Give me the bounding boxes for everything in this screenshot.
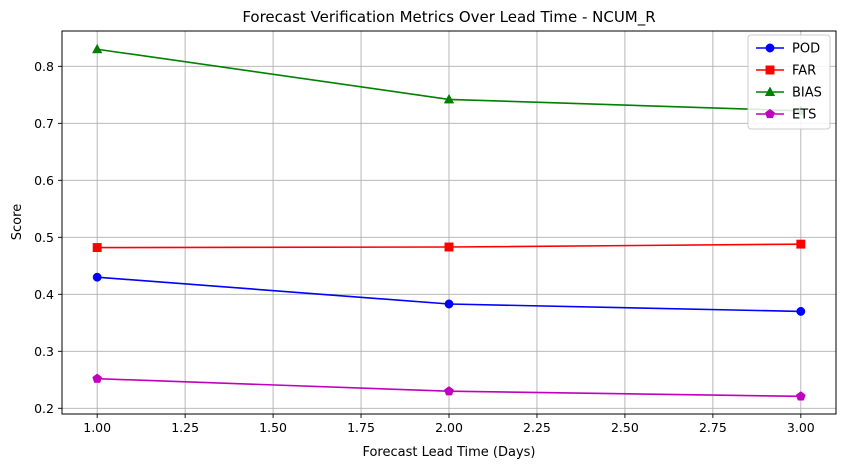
legend: POD FAR BIAS ETS [747, 34, 831, 130]
series-pod [92, 272, 806, 316]
data-point-pod [796, 306, 806, 316]
legend-box [747, 34, 831, 130]
legend-item-bias: BIAS [756, 86, 822, 101]
series-far [92, 239, 806, 253]
legend-marker-far [765, 65, 775, 75]
data-point-far [92, 243, 102, 253]
data-point-far [444, 242, 454, 252]
x-tick-label: 1.75 [347, 420, 375, 435]
data-point-bias [443, 93, 455, 104]
x-tick-label: 2.00 [435, 420, 463, 435]
legend-marker-pod [765, 43, 775, 53]
x-tick-label: 1.25 [171, 420, 199, 435]
legend-marker-bias [764, 86, 776, 96]
y-axis-ticks: 0.2 0.3 0.4 0.5 0.6 0.7 0.8 [34, 59, 62, 416]
series-ets [92, 373, 806, 401]
legend-label-pod: POD [792, 42, 820, 57]
data-point-far [796, 239, 806, 249]
x-tick-label: 1.50 [259, 420, 287, 435]
y-tick-label: 0.3 [34, 344, 54, 359]
x-axis-ticks: 1.00 1.25 1.50 1.75 2.00 2.25 2.50 2.75 3.00 [83, 414, 815, 435]
grid [62, 31, 836, 414]
x-tick-label: 2.50 [611, 420, 639, 435]
legend-marker-ets [765, 108, 775, 119]
legend-item-pod: POD [756, 42, 820, 57]
legend-item-ets: ETS [756, 108, 816, 123]
legend-item-far: FAR [756, 64, 816, 79]
series-layer [92, 43, 806, 401]
y-tick-label: 0.7 [34, 116, 54, 131]
x-tick-label: 2.75 [699, 420, 727, 435]
data-point-ets [92, 373, 103, 383]
data-point-pod [92, 272, 102, 282]
data-point-bias [92, 43, 103, 54]
y-tick-label: 0.2 [34, 401, 54, 416]
x-tick-label: 3.00 [787, 420, 815, 435]
y-tick-label: 0.4 [34, 287, 54, 302]
plot-frame [61, 30, 837, 415]
y-tick-label: 0.8 [34, 59, 54, 74]
x-tick-label: 1.00 [83, 420, 111, 435]
legend-label-far: FAR [792, 64, 816, 79]
y-tick-label: 0.5 [34, 230, 54, 245]
legend-label-ets: ETS [792, 108, 816, 123]
legend-label-bias: BIAS [792, 86, 822, 101]
chart-title: Forecast Verification Metrics Over Lead … [242, 8, 655, 27]
x-tick-label: 2.25 [523, 420, 551, 435]
data-point-ets [444, 386, 454, 396]
y-tick-label: 0.6 [34, 173, 54, 188]
data-point-pod [444, 299, 454, 309]
data-point-ets [795, 391, 806, 401]
x-axis-title: Forecast Lead Time (Days) [362, 445, 535, 460]
y-axis-title: Score [10, 204, 25, 240]
